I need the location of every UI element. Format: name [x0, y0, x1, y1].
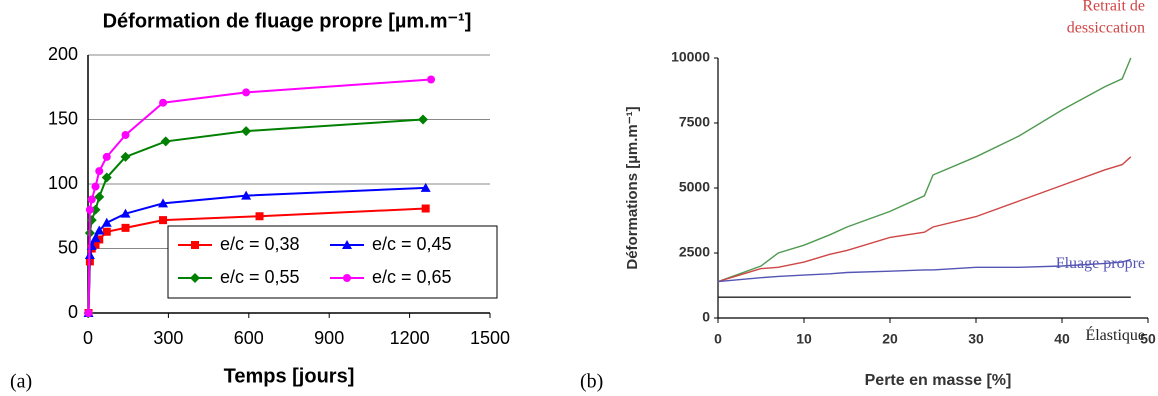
chart-title: Déformation de fluage propre [µm.m⁻¹]: [103, 10, 472, 32]
marker: [84, 309, 93, 317]
x-tick-label: 30: [968, 331, 984, 347]
y-tick-label: 200: [48, 44, 78, 64]
x-tick-label: 40: [1054, 331, 1070, 347]
marker: [242, 88, 251, 97]
marker: [95, 235, 104, 244]
x-tick-label: 0: [83, 328, 93, 348]
series-label: Fluage propre: [1056, 255, 1145, 272]
x-tick-label: 0: [714, 331, 722, 347]
legend-box: [167, 225, 498, 299]
marker: [420, 182, 431, 192]
marker: [159, 98, 168, 107]
legend-marker: [191, 241, 199, 249]
series-label: Élastique: [1085, 325, 1145, 344]
legend-label: e/c = 0,38: [220, 234, 300, 254]
marker: [121, 223, 130, 232]
legend-marker: [190, 273, 200, 283]
x-axis-label: Temps [jours]: [224, 365, 355, 387]
series-line: [717, 156, 1132, 283]
marker: [158, 198, 169, 208]
marker: [85, 205, 94, 214]
series-line: [87, 118, 424, 314]
marker: [102, 227, 111, 236]
marker: [121, 130, 130, 139]
y-tick-label: 2500: [679, 244, 710, 260]
marker: [427, 75, 436, 84]
panel-label: (a): [10, 371, 32, 393]
x-tick-label: 900: [314, 328, 344, 348]
marker: [95, 167, 104, 176]
x-tick-label: 600: [234, 328, 264, 348]
x-tick-label: 300: [153, 328, 183, 348]
x-tick-label: 10: [796, 331, 812, 347]
x-tick-label: 50: [1140, 331, 1156, 347]
legend-label: e/c = 0,65: [372, 267, 452, 287]
marker: [101, 217, 112, 227]
marker: [120, 151, 131, 162]
marker: [91, 182, 100, 191]
y-tick-label: 0: [68, 302, 78, 322]
marker: [90, 233, 101, 243]
y-tick-label: 0: [702, 309, 710, 325]
marker: [159, 216, 168, 225]
y-tick-label: 50: [58, 237, 78, 257]
x-tick-label: 20: [882, 331, 898, 347]
legend-label: e/c = 0,55: [220, 267, 300, 287]
series-line: [717, 57, 1132, 283]
legend-label: e/c = 0,45: [372, 234, 452, 254]
marker: [255, 212, 264, 221]
y-tick-label: 7500: [679, 114, 710, 130]
y-axis-label: Déformations [µm.m⁻¹]: [624, 106, 641, 269]
series-label: Retrait de: [1082, 0, 1145, 14]
marker: [90, 204, 101, 215]
y-tick-label: 150: [48, 108, 78, 128]
series-line: [87, 78, 432, 314]
marker: [91, 240, 100, 249]
series-line: [717, 258, 1132, 283]
marker: [421, 204, 430, 213]
series-label: dessiccation: [1067, 19, 1145, 36]
marker: [120, 208, 131, 218]
marker: [160, 136, 171, 147]
x-tick-label: 1200: [390, 328, 430, 348]
marker: [102, 152, 111, 161]
legend-marker: [342, 240, 352, 249]
y-tick-label: 100: [48, 173, 78, 193]
y-tick-label: 10000: [671, 49, 710, 65]
panel-label: (b): [580, 371, 603, 393]
marker: [241, 126, 252, 137]
x-axis-label: Perte en masse [%]: [865, 372, 1012, 389]
marker: [87, 195, 96, 204]
x-tick-label: 1500: [470, 328, 510, 348]
marker: [241, 190, 252, 200]
marker: [418, 114, 428, 125]
marker: [94, 225, 105, 235]
marker: [94, 191, 105, 202]
marker: [101, 172, 112, 183]
y-tick-label: 5000: [679, 179, 710, 195]
legend-marker: [343, 274, 351, 282]
